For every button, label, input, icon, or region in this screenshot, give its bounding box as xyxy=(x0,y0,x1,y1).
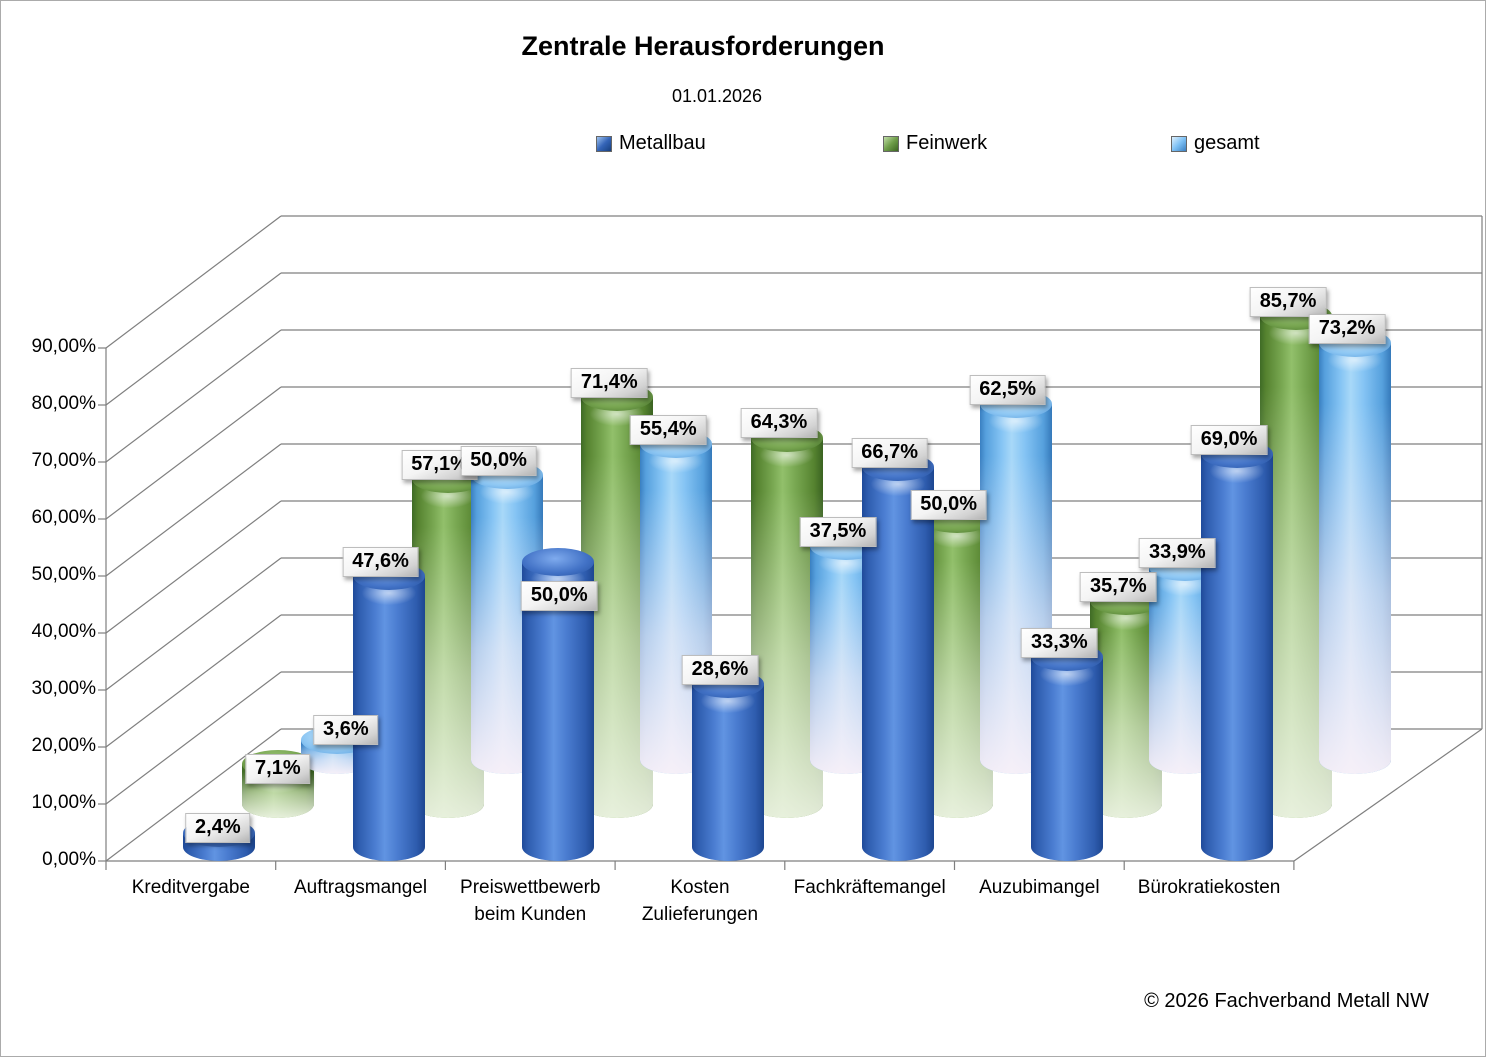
copyright: © 2026 Fachverband Metall NW xyxy=(1144,990,1429,1012)
value-label-metallbau-kosten-zulieferungen: 28,6% xyxy=(681,654,759,685)
cylinder-top xyxy=(522,548,595,576)
value-label-feinwerk-fachkr-ftemangel: 50,0% xyxy=(910,490,987,520)
value-label-feinwerk-preiswettbewerb-beim-kunden: 71,4% xyxy=(570,368,648,399)
cylinder-fade xyxy=(1319,342,1391,774)
y-tick-label-5: 50,00% xyxy=(31,564,96,585)
cylinder-metallbau-auftragsmangel xyxy=(352,561,425,861)
value-label-metallbau-b-rokratiekosten: 69,0% xyxy=(1190,424,1268,455)
value-label-metallbau-kreditvergabe: 2,4% xyxy=(185,813,251,844)
value-label-gesamt-preiswettbewerb-beim-kunden: 55,4% xyxy=(629,415,707,446)
category-label-kreditvergabe: Kreditvergabe xyxy=(131,877,250,898)
value-label-metallbau-fachkr-ftemangel: 66,7% xyxy=(851,437,928,468)
cylinder-body xyxy=(522,562,595,861)
cylinder-gesamt-b-rokratiekosten xyxy=(1319,328,1391,774)
category-label-preiswettbewerb-beim-kunden: Preiswettbewerb beim Kunden xyxy=(460,877,601,925)
value-label-gesamt-auzubimangel: 33,9% xyxy=(1138,537,1216,568)
value-label-feinwerk-auzubimangel: 35,7% xyxy=(1079,571,1157,602)
y-tick-label-2: 20,00% xyxy=(31,735,96,756)
value-label-gesamt-kosten-zulieferungen: 37,5% xyxy=(799,517,877,548)
cylinder-body xyxy=(1201,453,1273,861)
y-tick-label-7: 70,00% xyxy=(31,450,96,471)
category-label-auzubimangel: Auzubimangel xyxy=(979,877,1100,898)
value-label-gesamt-kreditvergabe: 3,6% xyxy=(313,715,379,746)
cylinder-metallbau-preiswettbewerb-beim-kunden xyxy=(522,548,595,861)
legend-label: Feinwerk xyxy=(906,132,988,154)
y-tick-label-3: 30,00% xyxy=(31,678,96,699)
value-label-feinwerk-b-rokratiekosten: 85,7% xyxy=(1249,286,1327,317)
value-label-gesamt-auftragsmangel: 50,0% xyxy=(460,446,537,476)
legend-item-gesamt: gesamt xyxy=(1171,132,1260,155)
value-label-feinwerk-kreditvergabe: 7,1% xyxy=(245,753,311,784)
cylinder-body xyxy=(1031,657,1104,861)
legend-marker-gesamt xyxy=(1171,135,1187,152)
legend-label: Metallbau xyxy=(619,132,706,154)
value-label-gesamt-b-rokratiekosten: 73,2% xyxy=(1308,313,1386,344)
cylinder-metallbau-b-rokratiekosten xyxy=(1201,439,1273,861)
y-tick-label-4: 40,00% xyxy=(31,621,96,642)
cylinder-metallbau-auzubimangel xyxy=(1031,643,1104,861)
chart-title: Zentrale Herausforderungen xyxy=(521,31,885,61)
y-tick-label-0: 0,00% xyxy=(42,849,96,870)
legend-item-metallbau: Metallbau xyxy=(596,132,706,155)
category-label-b-rokratiekosten: Bürokratiekosten xyxy=(1137,877,1281,898)
cylinder-metallbau-kosten-zulieferungen xyxy=(691,670,764,861)
value-label-metallbau-auzubimangel: 33,3% xyxy=(1020,628,1098,659)
category-label-kosten-zulieferungen: Kosten Zulieferungen xyxy=(641,877,759,925)
value-label-feinwerk-kosten-zulieferungen: 64,3% xyxy=(740,408,818,439)
legend-label: gesamt xyxy=(1194,132,1260,154)
y-tick-label-1: 10,00% xyxy=(31,792,96,813)
cylinder-body xyxy=(691,684,764,861)
y-tick-label-6: 60,00% xyxy=(31,507,96,528)
chart-subtitle: 01.01.2026 xyxy=(671,86,763,106)
value-label-gesamt-fachkr-ftemangel: 62,5% xyxy=(969,374,1046,405)
value-label-metallbau-preiswettbewerb-beim-kunden: 50,0% xyxy=(520,581,598,611)
legend-item-feinwerk: Feinwerk xyxy=(883,132,987,155)
cylinder-gesamt-preiswettbewerb-beim-kunden xyxy=(640,430,713,774)
value-label-metallbau-auftragsmangel: 47,6% xyxy=(342,546,419,577)
y-tick-label-9: 90,00% xyxy=(31,336,96,357)
category-label-auftragsmangel: Auftragsmangel xyxy=(294,877,428,898)
y-tick-label-8: 80,00% xyxy=(31,393,96,414)
legend-marker-feinwerk xyxy=(883,135,899,152)
legend: Metallbau Feinwerk gesamt xyxy=(1,132,1485,158)
category-label-fachkr-ftemangel: Fachkräftemangel xyxy=(793,877,946,898)
legend-marker-metallbau xyxy=(596,135,612,152)
